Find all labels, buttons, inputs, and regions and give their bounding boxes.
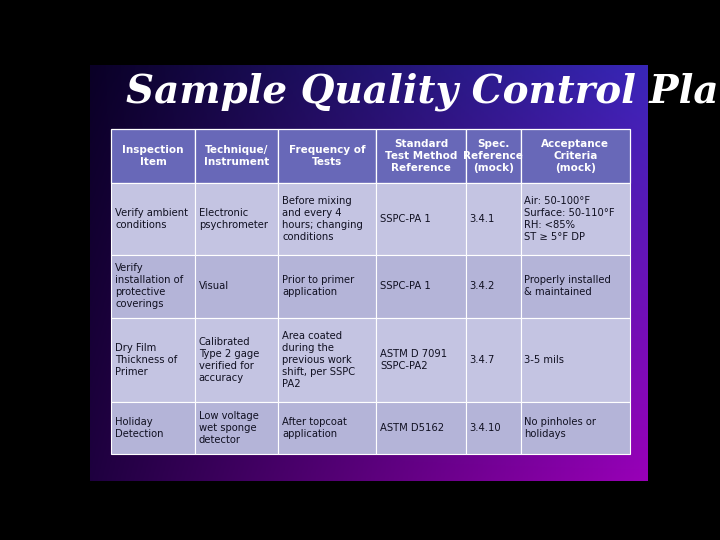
Text: Acceptance
Criteria
(mock): Acceptance Criteria (mock) xyxy=(541,139,609,173)
Bar xyxy=(111,183,195,255)
Bar xyxy=(521,402,630,454)
Bar xyxy=(466,255,521,318)
Text: Calibrated
Type 2 gage
verified for
accuracy: Calibrated Type 2 gage verified for accu… xyxy=(199,337,259,383)
Text: Verify ambient
conditions: Verify ambient conditions xyxy=(115,208,188,230)
Text: Frequency of
Tests: Frequency of Tests xyxy=(289,145,366,167)
Text: Area coated
during the
previous work
shift, per SSPC
PA2: Area coated during the previous work shi… xyxy=(282,331,356,389)
Text: Inspection
Item: Inspection Item xyxy=(122,145,184,167)
Text: 3.4.2: 3.4.2 xyxy=(469,281,495,292)
Bar xyxy=(377,129,466,183)
Text: SSPC-PA 1: SSPC-PA 1 xyxy=(380,281,431,292)
Bar xyxy=(377,255,466,318)
Text: Prior to primer
application: Prior to primer application xyxy=(282,275,354,298)
Bar xyxy=(279,255,377,318)
Text: 3.4.10: 3.4.10 xyxy=(469,423,501,433)
Bar xyxy=(195,318,279,402)
Bar xyxy=(521,183,630,255)
Bar xyxy=(111,129,195,183)
Bar xyxy=(279,129,377,183)
Text: Technique/
Instrument: Technique/ Instrument xyxy=(204,145,269,167)
Bar xyxy=(279,318,377,402)
Bar xyxy=(195,183,279,255)
Bar xyxy=(111,255,195,318)
Bar xyxy=(466,402,521,454)
Bar xyxy=(466,183,521,255)
Text: Verify
installation of
protective
coverings: Verify installation of protective coveri… xyxy=(115,264,184,309)
Bar xyxy=(377,318,466,402)
Text: 3.4.7: 3.4.7 xyxy=(469,355,495,365)
Text: Electronic
psychrometer: Electronic psychrometer xyxy=(199,208,268,230)
Text: ASTM D5162: ASTM D5162 xyxy=(380,423,444,433)
Bar xyxy=(377,402,466,454)
Text: Spec.
Reference
(mock): Spec. Reference (mock) xyxy=(463,139,523,173)
Bar xyxy=(521,255,630,318)
Bar xyxy=(377,183,466,255)
Text: Holiday
Detection: Holiday Detection xyxy=(115,417,163,438)
Text: 3-5 mils: 3-5 mils xyxy=(524,355,564,365)
Text: After topcoat
application: After topcoat application xyxy=(282,417,347,438)
Text: Before mixing
and every 4
hours; changing
conditions: Before mixing and every 4 hours; changin… xyxy=(282,196,363,242)
Bar xyxy=(279,183,377,255)
Text: Sample Quality Control Plan: Sample Quality Control Plan xyxy=(126,72,720,111)
Text: ASTM D 7091
SSPC-PA2: ASTM D 7091 SSPC-PA2 xyxy=(380,349,447,371)
Text: Dry Film
Thickness of
Primer: Dry Film Thickness of Primer xyxy=(115,343,177,377)
Text: Low voltage
wet sponge
detector: Low voltage wet sponge detector xyxy=(199,410,258,444)
Text: SSPC-PA 1: SSPC-PA 1 xyxy=(380,214,431,224)
Bar xyxy=(111,318,195,402)
Bar xyxy=(111,402,195,454)
Text: Standard
Test Method
Reference: Standard Test Method Reference xyxy=(385,139,457,173)
Bar xyxy=(195,255,279,318)
Bar xyxy=(521,129,630,183)
Text: 3.4.1: 3.4.1 xyxy=(469,214,495,224)
Bar xyxy=(195,402,279,454)
Bar xyxy=(521,318,630,402)
Text: No pinholes or
holidays: No pinholes or holidays xyxy=(524,417,596,438)
Text: Properly installed
& maintained: Properly installed & maintained xyxy=(524,275,611,298)
Bar xyxy=(195,129,279,183)
Bar xyxy=(466,318,521,402)
Text: Visual: Visual xyxy=(199,281,229,292)
Bar xyxy=(466,129,521,183)
Bar xyxy=(279,402,377,454)
Text: Air: 50-100°F
Surface: 50-110°F
RH: <85%
ST ≥ 5°F DP: Air: 50-100°F Surface: 50-110°F RH: <85%… xyxy=(524,196,615,242)
